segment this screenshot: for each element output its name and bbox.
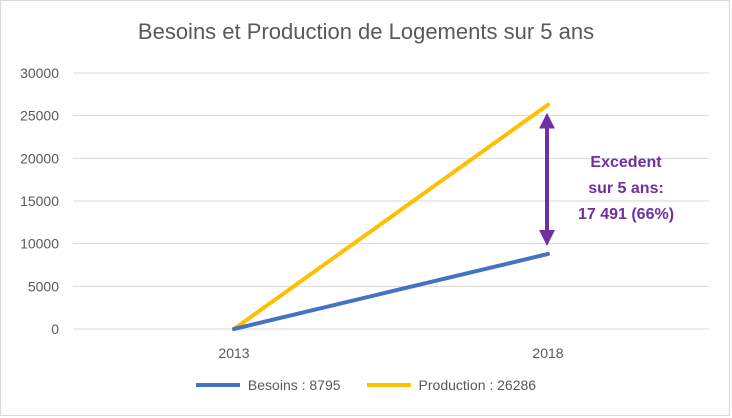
y-tick-label-25000: 25000 bbox=[20, 108, 59, 124]
legend-swatch-besoins bbox=[195, 383, 240, 387]
x-tick-label-2018: 2018 bbox=[532, 345, 563, 361]
x-tick-label-2013: 2013 bbox=[218, 345, 249, 361]
y-tick-label-30000: 30000 bbox=[20, 65, 59, 81]
legend-label-production: Production : 26286 bbox=[418, 377, 537, 393]
legend-swatch-production bbox=[366, 383, 411, 387]
y-tick-label-10000: 10000 bbox=[20, 236, 59, 252]
y-tick-label-20000: 20000 bbox=[20, 150, 59, 166]
series-line-0 bbox=[232, 251, 550, 331]
series-lines bbox=[232, 102, 550, 331]
annotation-line-0: Excedent bbox=[590, 154, 662, 171]
chart-title: Besoins et Production de Logements sur 5… bbox=[137, 19, 595, 44]
y-tick-label-5000: 5000 bbox=[28, 278, 59, 294]
series-line-1 bbox=[232, 102, 550, 331]
legend-item-besoins: Besoins : 8795 bbox=[195, 377, 341, 393]
axis-labels: 0 5000 10000 15000 20000 25000 30000 2013 2018 bbox=[20, 65, 564, 361]
gridlines bbox=[73, 72, 709, 330]
legend: Besoins : 8795 Production : 26286 bbox=[1, 377, 731, 393]
y-tick-label-0: 0 bbox=[51, 321, 59, 337]
annotation-line-1: sur 5 ans: bbox=[588, 180, 664, 197]
legend-label-besoins: Besoins : 8795 bbox=[247, 377, 341, 393]
legend-item-production: Production : 26286 bbox=[366, 377, 537, 393]
annotation-line-2: 17 491 (66%) bbox=[578, 206, 674, 223]
annotation: Excedent sur 5 ans: 17 491 (66%) bbox=[539, 112, 674, 246]
y-tick-label-15000: 15000 bbox=[20, 193, 59, 209]
